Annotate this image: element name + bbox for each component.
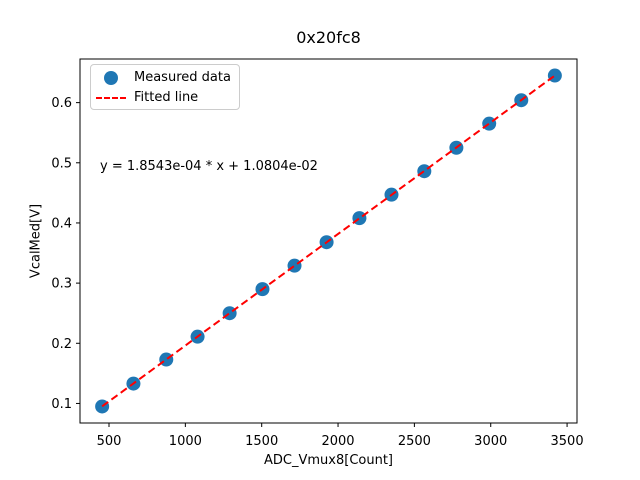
legend-label-fitted-line: Fitted line: [134, 90, 199, 105]
y-tick-label: 0.6: [51, 96, 72, 111]
legend: Measured data Fitted line: [90, 64, 240, 110]
x-tick-label: 2000: [321, 434, 354, 449]
x-tick-label: 500: [97, 434, 122, 449]
fitted-line-icon: [96, 97, 126, 99]
chart-title: 0x20fc8: [296, 28, 361, 47]
x-tick-label: 3000: [474, 434, 507, 449]
fitted-line: [101, 74, 556, 408]
y-tick-label: 0.3: [51, 277, 72, 292]
measured-data-marker-icon: [104, 71, 118, 85]
y-tick-label: 0.5: [51, 156, 72, 171]
legend-item-fitted-line: Fitted line: [91, 88, 239, 108]
x-axis-label: ADC_Vmux8[Count]: [264, 453, 393, 468]
y-tick-label: 0.1: [51, 397, 72, 412]
legend-icon-box: [95, 71, 127, 85]
x-tick-label: 3500: [551, 434, 584, 449]
x-tick-label: 1000: [169, 434, 202, 449]
y-tick-label: 0.4: [51, 216, 72, 231]
y-tick-label: 0.2: [51, 337, 72, 352]
legend-label-measured-data: Measured data: [134, 70, 231, 85]
x-tick-label: 2500: [398, 434, 431, 449]
legend-item-measured-data: Measured data: [91, 68, 239, 88]
plot-area: [79, 58, 578, 424]
x-tick-label: 1500: [245, 434, 278, 449]
data-point: [547, 68, 562, 83]
y-axis-label: VcalMed[V]: [28, 203, 44, 279]
data-point: [222, 306, 237, 321]
data-point: [159, 352, 174, 367]
legend-icon-box: [95, 97, 127, 99]
fit-equation-annotation: y = 1.8543e-04 * x + 1.0804e-02: [100, 159, 318, 174]
